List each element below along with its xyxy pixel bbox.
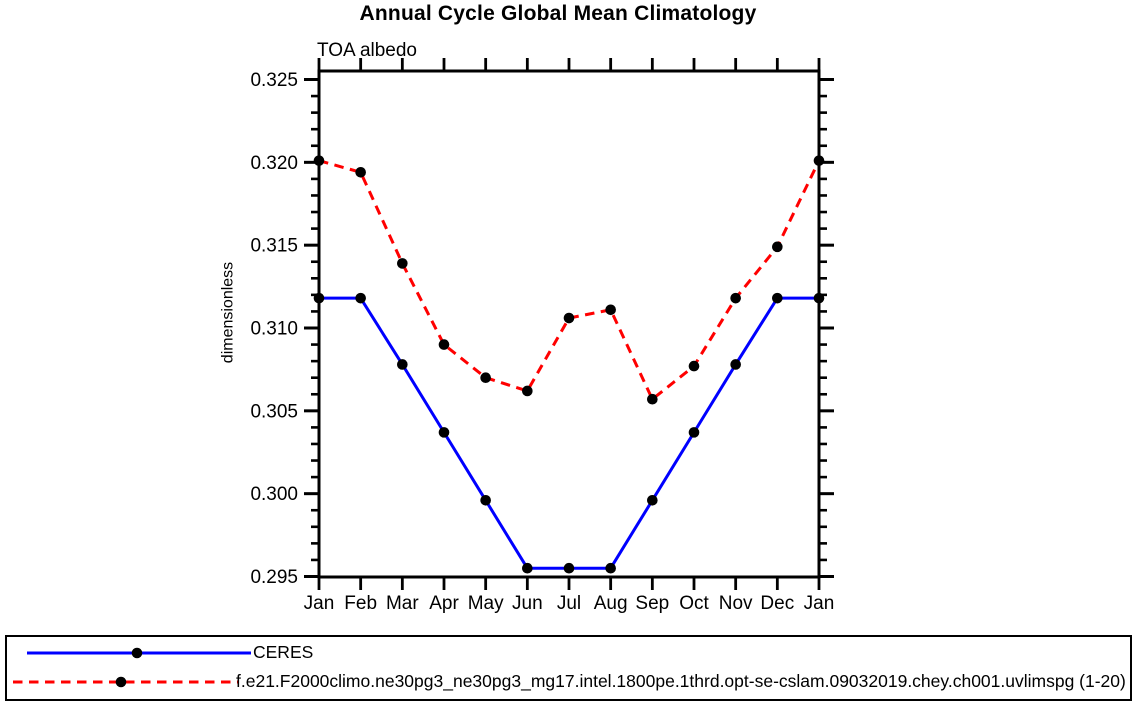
data-point-marker — [688, 427, 700, 438]
data-point-marker — [355, 292, 366, 304]
data-point-marker — [730, 359, 741, 370]
y-axis-tick-label: 0.315 — [250, 236, 298, 257]
x-axis-tick-label: Jan — [804, 593, 835, 614]
chart-subtitle: TOA albedo — [317, 40, 418, 61]
data-point-marker — [522, 562, 533, 574]
data-point-marker — [397, 258, 408, 269]
x-axis-tick-label: Apr — [429, 593, 459, 614]
x-axis-tick-label: Nov — [719, 593, 753, 614]
data-point-marker — [772, 241, 783, 253]
data-point-marker — [438, 427, 450, 438]
data-point-marker — [647, 494, 658, 506]
data-point-marker — [563, 562, 575, 574]
data-point-marker — [563, 312, 575, 324]
data-point-marker — [730, 292, 741, 304]
data-point-marker — [313, 155, 325, 166]
legend-item-ceres: CERES — [7, 641, 1130, 665]
y-axis-title: dimensionless — [219, 261, 237, 364]
x-axis-tick-label: Jun — [512, 593, 543, 614]
x-axis-tick-label: Dec — [760, 593, 794, 614]
x-axis-tick-label: May — [468, 593, 504, 614]
y-axis-tick-label: 0.305 — [250, 401, 298, 422]
data-point-marker — [480, 372, 491, 384]
legend-label-ceres: CERES — [253, 642, 314, 662]
x-axis-tick-label: Jul — [557, 593, 581, 614]
data-point-marker — [688, 360, 700, 372]
data-point-marker — [772, 292, 783, 304]
x-axis-tick-label: Mar — [386, 593, 419, 614]
data-point-marker — [313, 292, 325, 304]
x-axis-tick-label: Aug — [594, 593, 628, 614]
y-axis-tick-label: 0.325 — [250, 70, 298, 91]
data-point-marker — [480, 494, 491, 506]
chart-title: Annual Cycle Global Mean Climatology — [359, 2, 757, 25]
y-axis-tick-label: 0.300 — [250, 484, 298, 505]
data-point-marker — [522, 385, 533, 397]
legend-label-model: f.e21.F2000climo.ne30pg3_ne30pg3_mg17.in… — [236, 671, 1126, 691]
legend-sample-marker — [115, 676, 127, 688]
data-point-marker — [397, 359, 408, 370]
data-point-marker — [813, 292, 825, 304]
y-axis-tick-label: 0.320 — [250, 153, 298, 174]
series-line-ceres — [319, 296, 819, 570]
data-point-marker — [438, 339, 450, 350]
legend-item-model: f.e21.F2000climo.ne30pg3_ne30pg3_mg17.in… — [7, 670, 1130, 694]
series-line-model — [318, 159, 821, 401]
data-point-marker — [813, 155, 825, 166]
data-point-marker — [605, 304, 616, 316]
y-axis-tick-label: 0.295 — [250, 567, 298, 588]
plot-area: 0.295 0.300 0.305 0.310 0.315 0.320 0.325 Jan Fe… — [250, 58, 835, 614]
legend-line-sample-ceres — [27, 647, 251, 659]
x-axis-tick-label: Oct — [679, 593, 709, 614]
x-axis-tick-label: Feb — [344, 593, 377, 614]
x-axis-tick-label: Jan — [304, 593, 335, 614]
x-axis-tick-label: Sep — [635, 593, 669, 614]
legend-sample-marker — [131, 647, 143, 659]
y-axis-tick-label: 0.310 — [250, 319, 298, 340]
data-point-marker — [647, 393, 658, 405]
axis-frame — [317, 69, 821, 579]
data-point-marker — [355, 166, 366, 178]
legend-box: CERES f.e21.F2000climo.ne30pg3_ne30pg3_m… — [5, 635, 1132, 701]
legend-line-sample-model — [13, 676, 239, 688]
data-point-marker — [605, 562, 616, 574]
